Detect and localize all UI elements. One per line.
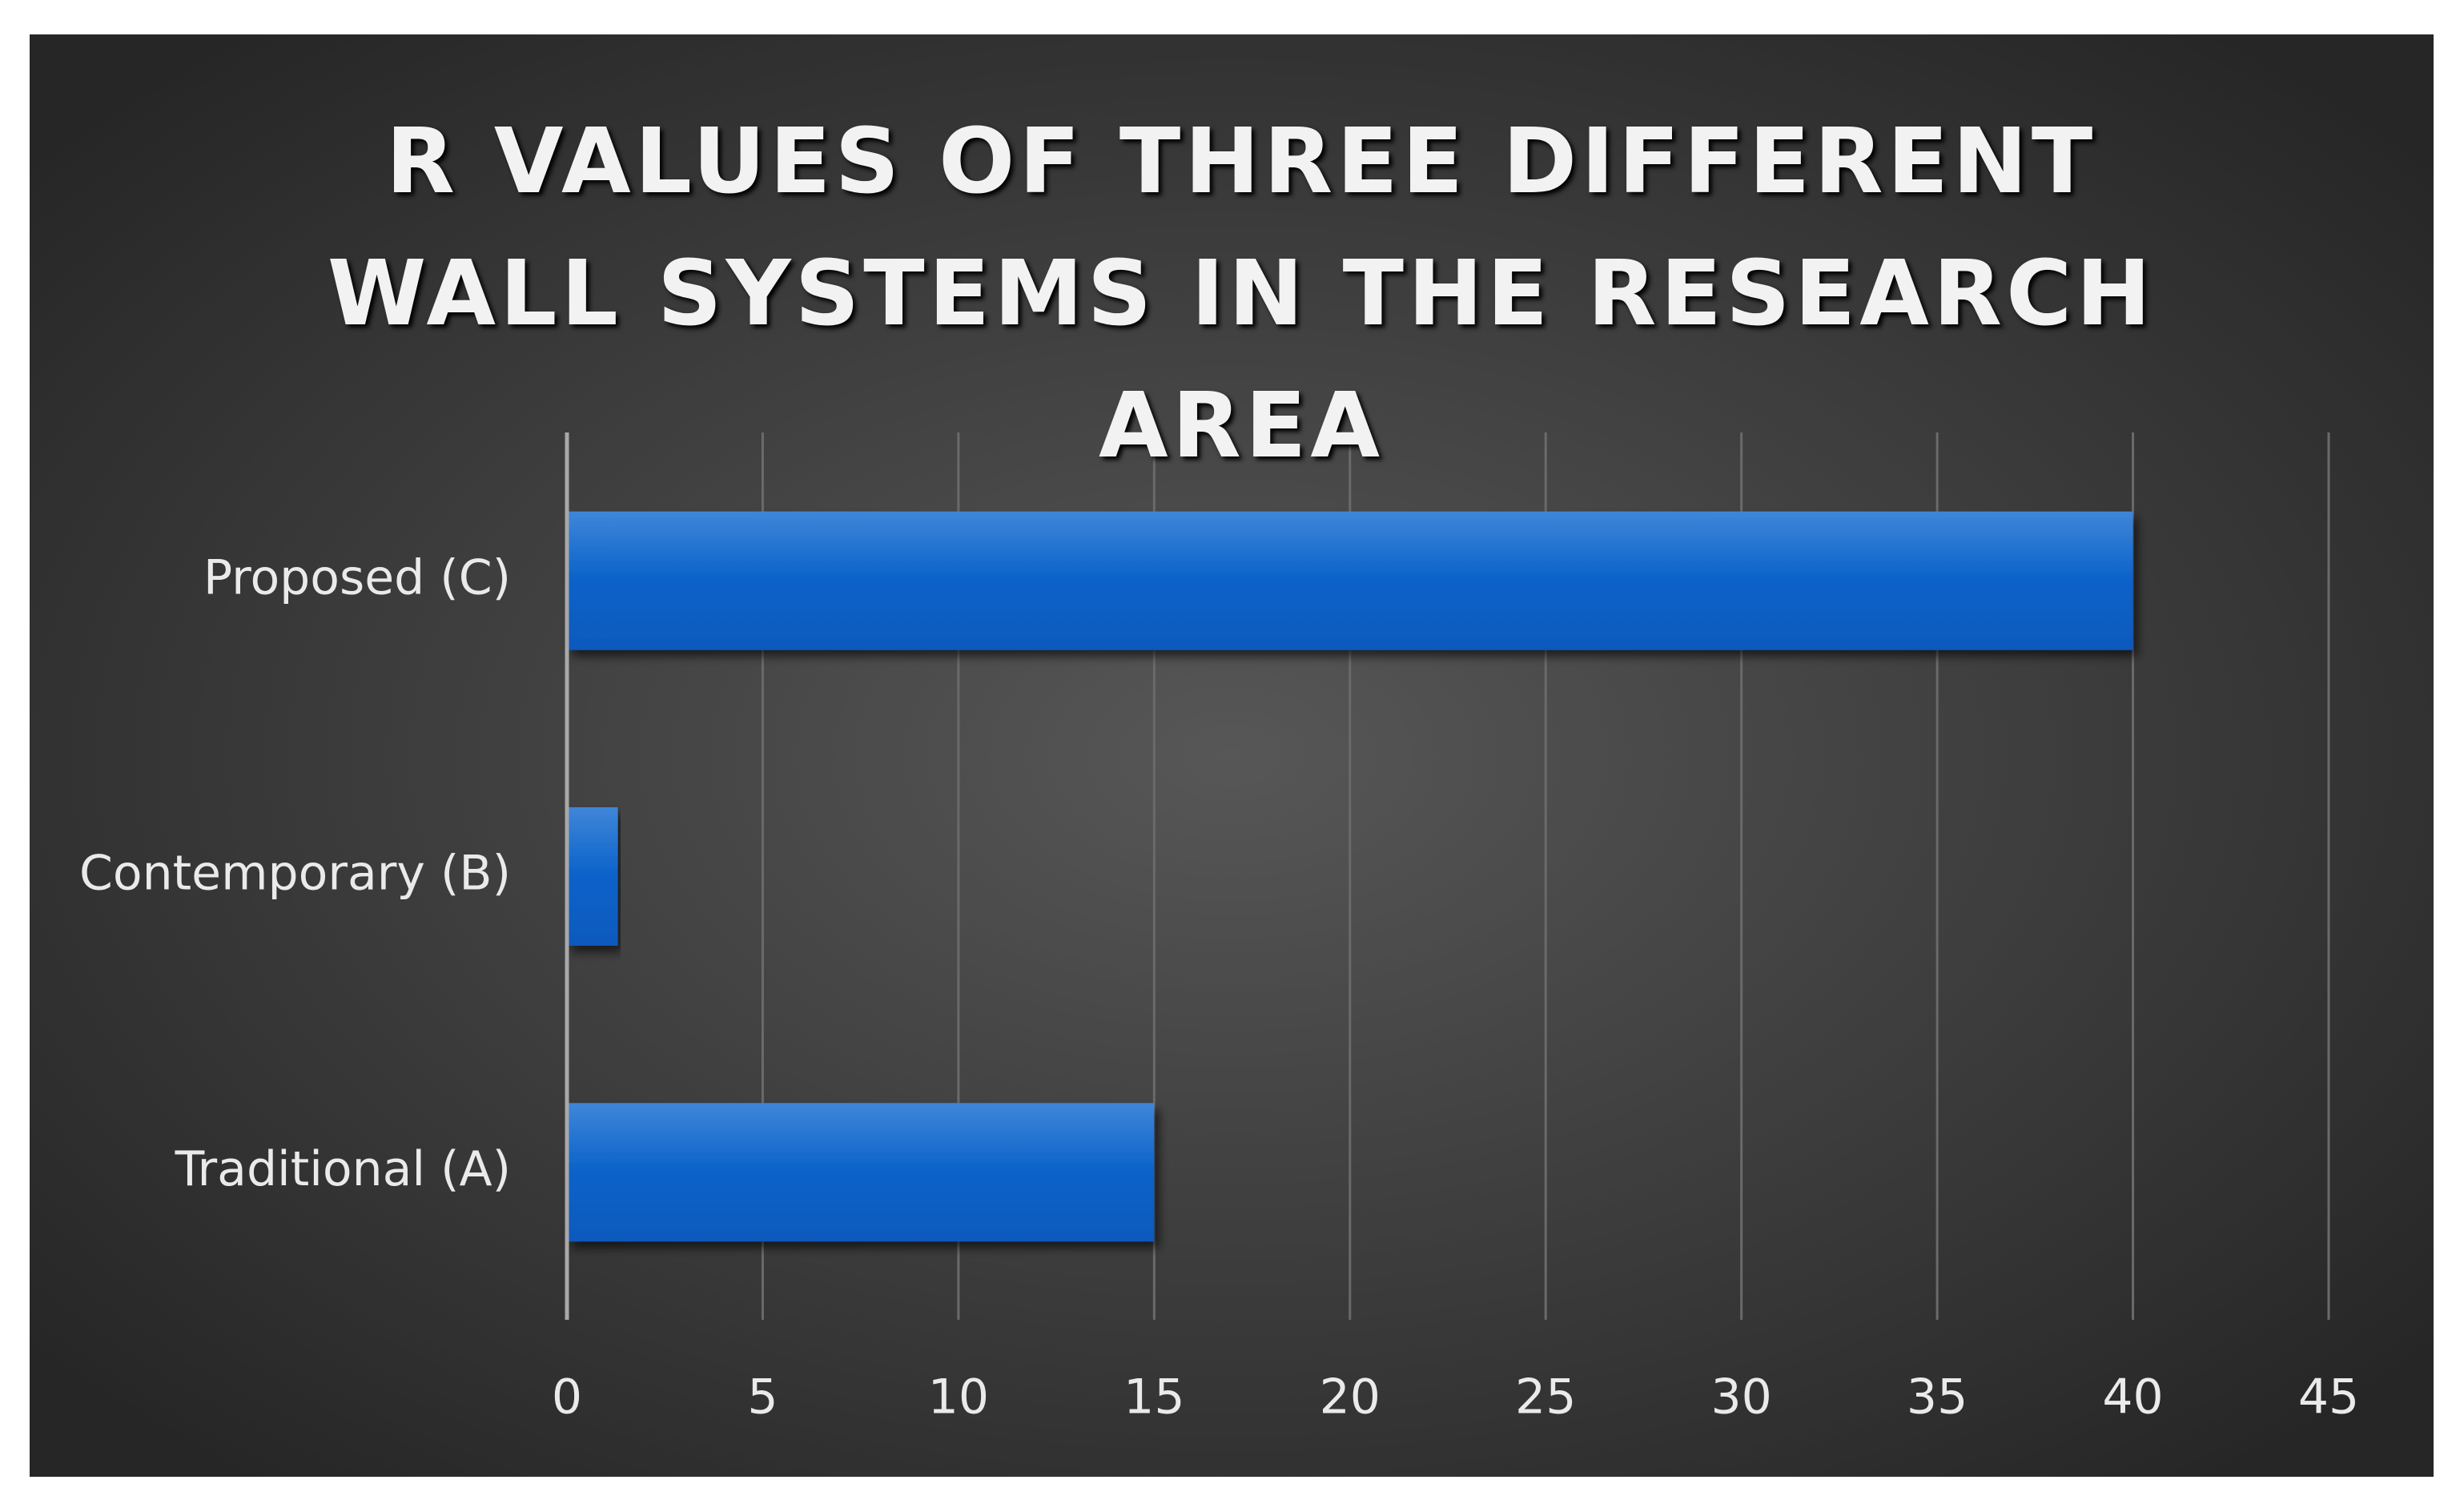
x-tick-label: 15: [1123, 1369, 1184, 1426]
bar: [567, 807, 618, 946]
x-tick-label: 5: [747, 1369, 778, 1426]
y-tick-label: Proposed (C): [203, 549, 511, 605]
bar: [567, 1103, 1155, 1242]
x-tick-label: 30: [1710, 1369, 1771, 1426]
y-tick-label: Contemporary (B): [79, 846, 511, 902]
x-tick-label: 40: [2102, 1369, 2163, 1426]
x-tick-label: 35: [1907, 1369, 1968, 1426]
x-tick-label: 10: [928, 1369, 989, 1426]
chart-background: [30, 34, 2434, 1477]
x-tick-label: 25: [1515, 1369, 1576, 1426]
chart-title: R VALUES OF THREE DIFFERENT WALL SYSTEMS…: [327, 110, 2156, 478]
bar: [567, 511, 2133, 650]
y-tick-label: Traditional (A): [175, 1141, 511, 1197]
x-tick-label: 0: [552, 1369, 582, 1426]
x-tick-label: 20: [1320, 1369, 1381, 1426]
x-tick-label: 45: [2298, 1369, 2359, 1426]
